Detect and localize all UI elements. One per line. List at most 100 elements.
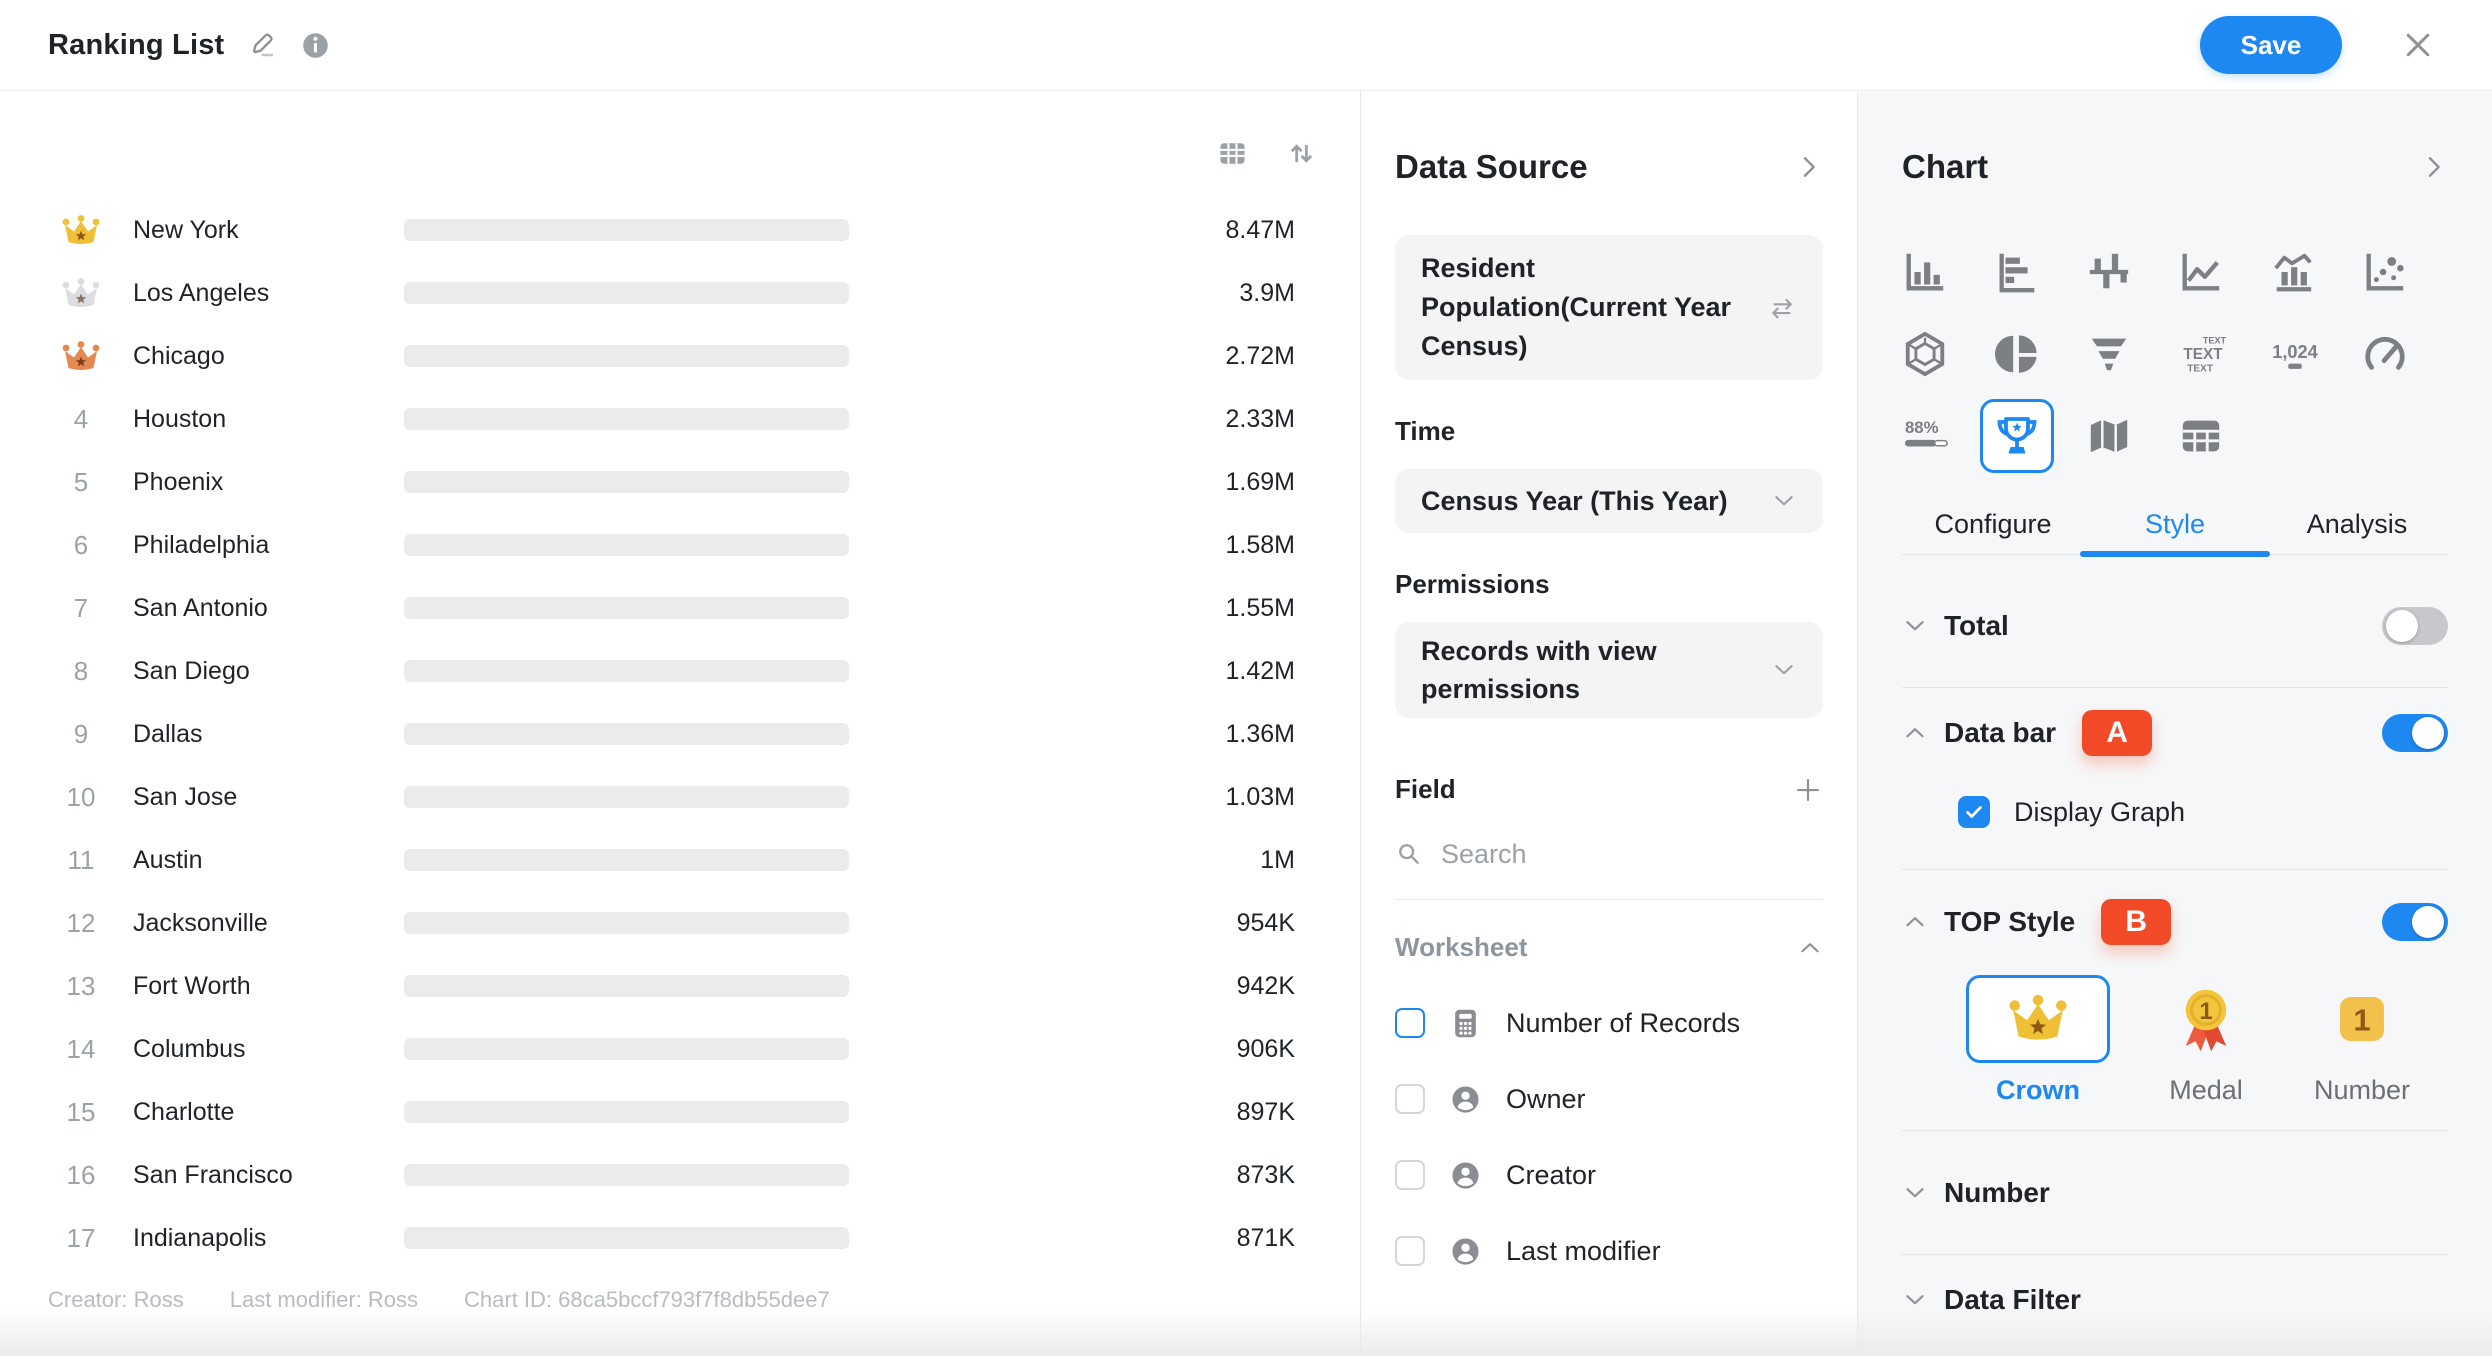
worksheet-field-last-modifier[interactable]: Last modifier bbox=[1395, 1213, 1823, 1289]
table-view-icon[interactable] bbox=[1218, 139, 1247, 168]
chart-type-progress-chart[interactable]: 88% bbox=[1902, 395, 1994, 477]
data-source-selector[interactable]: Resident Population(Current Year Census) bbox=[1395, 235, 1823, 380]
chart-type-word-cloud-chart[interactable]: TEXT TEXT TEXT bbox=[2178, 313, 2270, 395]
ranking-row: 4 Houston 2.33M bbox=[0, 388, 1360, 451]
top-style-option-crown[interactable]: Crown bbox=[1966, 975, 2110, 1106]
rank-cell: 14 bbox=[44, 1018, 118, 1081]
funnel-chart-icon bbox=[2086, 331, 2132, 377]
chevron-right-icon[interactable] bbox=[2420, 153, 2448, 181]
total-toggle[interactable] bbox=[2382, 607, 2448, 645]
chart-type-table-chart[interactable] bbox=[2178, 395, 2270, 477]
chart-type-combo-chart[interactable] bbox=[2270, 231, 2362, 313]
chart-type-map-chart[interactable] bbox=[2086, 395, 2178, 477]
chevron-right-icon[interactable] bbox=[1795, 153, 1823, 181]
expand-number-icon[interactable] bbox=[1902, 1180, 1928, 1206]
collapse-worksheet-icon[interactable] bbox=[1797, 935, 1823, 961]
page-title: Ranking List bbox=[48, 28, 225, 61]
top-style-option-medal[interactable]: 1 Medal bbox=[2146, 975, 2266, 1106]
chart-type-radar-chart[interactable] bbox=[1902, 313, 1994, 395]
chart-type-ranking-chart[interactable] bbox=[1980, 395, 2086, 477]
chart-type-number-card-chart[interactable]: 1,024 bbox=[2270, 313, 2362, 395]
top-style-option-number[interactable]: 1 Number bbox=[2302, 975, 2422, 1106]
rank-cell: 10 bbox=[44, 766, 118, 829]
option-label: Crown bbox=[1996, 1075, 2080, 1105]
save-button[interactable]: Save bbox=[2200, 16, 2342, 74]
worksheet-field-owner[interactable]: Owner bbox=[1395, 1061, 1823, 1137]
info-icon[interactable] bbox=[300, 30, 331, 61]
person-icon bbox=[1449, 1083, 1482, 1116]
expand-total-icon[interactable] bbox=[1902, 613, 1928, 639]
field-checkbox[interactable] bbox=[1395, 1084, 1425, 1114]
tab-style[interactable]: Style bbox=[2084, 509, 2266, 554]
city-label: Dallas bbox=[133, 720, 203, 748]
field-search bbox=[1395, 831, 1823, 877]
tab-analysis[interactable]: Analysis bbox=[2306, 509, 2408, 539]
city-label: Jacksonville bbox=[133, 909, 268, 937]
display-graph-option[interactable]: Display Graph bbox=[1958, 782, 2448, 842]
display-graph-checkbox[interactable] bbox=[1958, 796, 1990, 828]
field-checkbox[interactable] bbox=[1395, 1008, 1425, 1038]
chart-type-pie-chart[interactable] bbox=[1994, 313, 2086, 395]
rank-number: 17 bbox=[66, 1223, 96, 1253]
chart-type-gauge-chart[interactable] bbox=[2362, 313, 2454, 395]
chevron-down-icon bbox=[1771, 657, 1797, 683]
table-chart-icon bbox=[2178, 413, 2224, 459]
worksheet-field-creator[interactable]: Creator bbox=[1395, 1137, 1823, 1213]
rank-cell: 16 bbox=[44, 1144, 118, 1207]
rank-cell bbox=[44, 262, 118, 325]
top-style-options: Crown 1 Medal 1 Number bbox=[1966, 975, 2448, 1106]
swap-icon[interactable] bbox=[1767, 293, 1797, 323]
data-bar-track bbox=[404, 219, 849, 241]
rank-cell: 7 bbox=[44, 577, 118, 640]
rank-cell: 13 bbox=[44, 955, 118, 1018]
chart-type-line-chart[interactable] bbox=[2178, 231, 2270, 313]
chart-type-column-chart[interactable] bbox=[1902, 231, 1994, 313]
value-label: 906K bbox=[1236, 1035, 1295, 1063]
rank-number: 8 bbox=[73, 656, 89, 686]
combo-chart-icon bbox=[2270, 249, 2316, 295]
rank-number: 15 bbox=[66, 1097, 96, 1127]
tab-configure[interactable]: Configure bbox=[1934, 509, 2052, 539]
ranking-row: 13 Fort Worth 942K bbox=[0, 955, 1360, 1018]
rank-number: 14 bbox=[66, 1034, 96, 1064]
value-label: 1M bbox=[1260, 846, 1295, 874]
time-select[interactable]: Census Year (This Year) bbox=[1395, 469, 1823, 533]
ranking-list-panel: New York 8.47M Los Angeles 3.9M Chicago 2.72M… bbox=[0, 91, 1360, 1356]
data-bar-track bbox=[404, 849, 849, 871]
rank-number: 12 bbox=[66, 908, 96, 938]
data-bar-track bbox=[404, 1227, 849, 1249]
edit-title-icon[interactable] bbox=[246, 29, 278, 61]
value-label: 871K bbox=[1236, 1224, 1295, 1252]
field-label: Owner bbox=[1506, 1083, 1586, 1114]
ranking-row: 6 Philadelphia 1.58M bbox=[0, 514, 1360, 577]
close-icon[interactable] bbox=[2400, 27, 2436, 63]
chart-type-funnel-chart[interactable] bbox=[2086, 313, 2178, 395]
field-checkbox[interactable] bbox=[1395, 1160, 1425, 1190]
worksheet-field-number-of-records[interactable]: Number of Records bbox=[1395, 985, 1823, 1061]
city-label: San Francisco bbox=[133, 1161, 293, 1189]
chart-type-scatter-chart[interactable] bbox=[2362, 231, 2454, 313]
data-bar-toggle[interactable] bbox=[2382, 714, 2448, 752]
collapse-top-style-icon[interactable] bbox=[1902, 909, 1928, 935]
search-input[interactable] bbox=[1441, 838, 1823, 870]
expand-data-filter-icon[interactable] bbox=[1902, 1287, 1928, 1313]
field-checkbox[interactable] bbox=[1395, 1236, 1425, 1266]
chart-type-bidirectional-bar-chart[interactable] bbox=[2086, 231, 2178, 313]
add-field-icon[interactable] bbox=[1793, 775, 1823, 805]
value-label: 1.58M bbox=[1225, 531, 1295, 559]
top-style-toggle[interactable] bbox=[2382, 903, 2448, 941]
hotkey-badge-b: B bbox=[2101, 899, 2172, 945]
chart-settings-tabs: Configure Style Analysis bbox=[1902, 509, 2448, 555]
collapse-data-bar-icon[interactable] bbox=[1902, 720, 1928, 746]
data-bar-track bbox=[404, 471, 849, 493]
sort-icon[interactable] bbox=[1287, 139, 1316, 168]
permissions-select[interactable]: Records with view permissions bbox=[1395, 622, 1823, 718]
pie-chart-icon bbox=[1994, 331, 2040, 377]
field-label: Number of Records bbox=[1506, 1007, 1741, 1038]
chart-title: Chart bbox=[1902, 148, 1989, 185]
chart-type-bar-chart[interactable] bbox=[1994, 231, 2086, 313]
data-bar-label: Data bar bbox=[1944, 717, 2057, 748]
ranking-row: 11 Austin 1M bbox=[0, 829, 1360, 892]
data-bar-track bbox=[404, 660, 849, 682]
person-icon bbox=[1449, 1235, 1482, 1268]
